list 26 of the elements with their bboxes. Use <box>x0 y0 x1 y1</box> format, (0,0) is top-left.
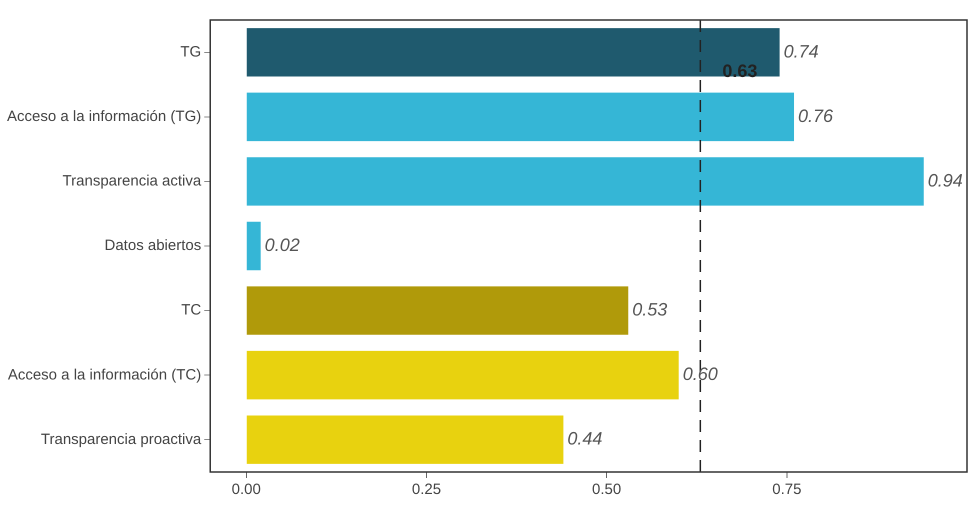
data-label: 0.74 <box>784 41 819 62</box>
bar <box>246 350 679 400</box>
ref-line-label: 0.63 <box>722 60 758 81</box>
bar <box>246 157 924 206</box>
y-tick-label: Datos abiertos <box>104 237 202 254</box>
y-tick-label: TC <box>181 302 202 319</box>
x-tick-label: 0.75 <box>772 481 802 498</box>
bar <box>246 286 628 335</box>
y-tick-label: Transparencia activa <box>62 172 202 190</box>
bar <box>246 416 564 464</box>
x-tick-label: 0.50 <box>592 481 622 498</box>
y-tick-label: Transparencia proactiva <box>40 430 202 448</box>
data-label: 0.44 <box>567 428 602 449</box>
bar <box>246 92 794 142</box>
bar <box>246 222 261 270</box>
y-tick-label: TG <box>180 43 202 60</box>
data-label: 0.60 <box>682 364 718 384</box>
bar <box>246 28 780 76</box>
x-tick-label: 0.00 <box>232 481 261 498</box>
y-tick-label: Acceso a la información (TC) <box>8 366 202 384</box>
data-label: 0.94 <box>928 170 963 190</box>
data-label: 0.53 <box>632 300 668 320</box>
data-label: 0.76 <box>798 106 834 126</box>
data-label: 0.02 <box>264 235 300 255</box>
x-tick-label: 0.25 <box>412 481 442 498</box>
y-tick-label: Acceso a la información (TG) <box>6 108 202 125</box>
